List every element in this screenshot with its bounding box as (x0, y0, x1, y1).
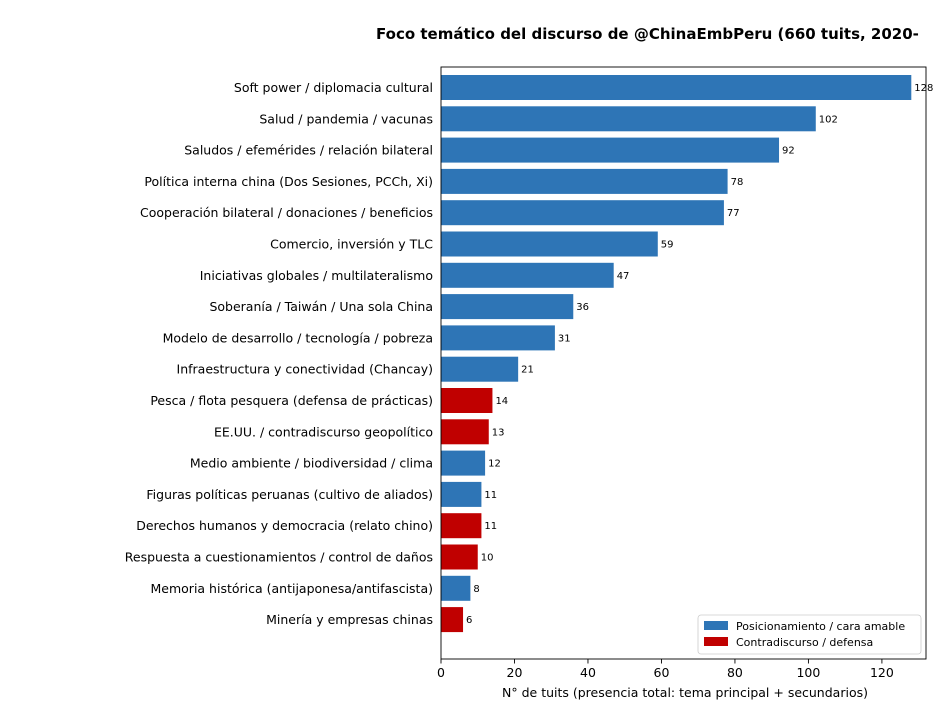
value-label-6: 47 (617, 271, 630, 282)
bar-7 (441, 294, 574, 320)
x-axis-label: N° de tuits (presencia total: tema princ… (502, 685, 868, 700)
bar-16 (441, 575, 471, 601)
plot-frame (440, 66, 927, 660)
x-tick-label-6: 120 (870, 665, 894, 680)
category-label-5: Comercio, inversión y TLC (270, 237, 433, 252)
bar-14 (441, 513, 482, 539)
bar-10 (441, 388, 493, 413)
value-label-5: 59 (661, 240, 674, 251)
value-label-8: 31 (558, 333, 571, 344)
value-label-9: 21 (521, 365, 534, 376)
chart-title: Foco temático del discurso de @ChinaEmbP… (376, 25, 919, 43)
bar-8 (441, 325, 555, 351)
bar-1 (441, 106, 816, 132)
value-label-16: 8 (473, 584, 479, 595)
bar-2 (441, 137, 780, 163)
bar-5 (441, 231, 658, 257)
x-tick-label-2: 40 (580, 665, 596, 680)
value-label-4: 77 (727, 208, 740, 219)
category-label-2: Saludos / efemérides / relación bilatera… (184, 143, 433, 158)
category-label-17: Minería y empresas chinas (266, 612, 433, 627)
category-label-15: Respuesta a cuestionamientos / control d… (125, 550, 433, 565)
legend-label-1: Contradiscurso / defensa (736, 636, 873, 649)
legend-label-0: Posicionamiento / cara amable (736, 620, 905, 633)
value-label-14: 11 (484, 521, 497, 532)
legend-swatch-1 (704, 637, 728, 646)
category-labels: Soft power / diplomacia cultural Salud / … (125, 80, 433, 627)
category-label-13: Figuras políticas peruanas (cultivo de a… (146, 487, 433, 502)
legend-box (697, 614, 922, 655)
category-label-11: EE.UU. / contradiscurso geopolítico (214, 424, 433, 439)
x-ticks: 0 20 40 60 80 100 120 (437, 659, 894, 680)
value-label-17: 6 (466, 615, 472, 626)
category-label-8: Modelo de desarrollo / tecnología / pobr… (163, 330, 433, 345)
bar-13 (441, 481, 482, 507)
value-label-7: 36 (576, 302, 589, 313)
category-label-6: Iniciativas globales / multilateralismo (200, 268, 433, 283)
legend: Posicionamiento / cara amable Contradiscu… (697, 614, 922, 655)
value-label-12: 12 (488, 459, 501, 470)
bar-3 (441, 168, 728, 194)
bar-9 (441, 356, 519, 382)
bar-12 (441, 450, 486, 476)
category-label-4: Cooperación bilateral / donaciones / ben… (140, 205, 433, 220)
value-label-15: 10 (481, 553, 494, 564)
category-label-14: Derechos humanos y democracia (relato ch… (136, 518, 433, 533)
axes (440, 66, 927, 660)
bar-11 (441, 419, 489, 445)
category-label-16: Memoria histórica (antijaponesa/antifasc… (151, 581, 434, 596)
bars-layer (441, 75, 912, 633)
category-label-0: Soft power / diplomacia cultural (234, 80, 433, 95)
x-tick-label-3: 60 (654, 665, 670, 680)
x-tick-label-1: 20 (507, 665, 523, 680)
value-label-2: 92 (782, 146, 795, 157)
bar-15 (441, 544, 478, 570)
value-label-3: 78 (731, 177, 744, 188)
x-tick-label-4: 80 (727, 665, 743, 680)
bar-0 (441, 75, 912, 100)
value-label-13: 11 (484, 490, 497, 501)
bar-17 (441, 607, 464, 633)
bar-4 (441, 200, 724, 226)
value-label-10: 14 (495, 396, 508, 407)
legend-swatch-0 (704, 621, 728, 630)
value-label-1: 102 (819, 114, 838, 125)
value-label-11: 13 (492, 427, 505, 438)
category-label-9: Infraestructura y conectividad (Chancay) (177, 362, 433, 377)
value-labels: 128 102 92 78 77 59 47 36 31 21 14 13 12 11 11 10 8 6 (466, 83, 933, 626)
category-label-10: Pesca / flota pesquera (defensa de práct… (150, 393, 433, 408)
x-tick-label-5: 100 (796, 665, 820, 680)
value-label-0: 128 (914, 83, 933, 94)
category-label-3: Política interna china (Dos Sesiones, PC… (144, 174, 433, 189)
category-label-1: Salud / pandemia / vacunas (259, 111, 433, 126)
x-tick-label-0: 0 (437, 665, 445, 680)
bar-6 (441, 262, 614, 288)
category-label-12: Medio ambiente / biodiversidad / clima (190, 456, 433, 471)
category-label-7: Soberanía / Taiwán / Una sola China (209, 299, 433, 314)
